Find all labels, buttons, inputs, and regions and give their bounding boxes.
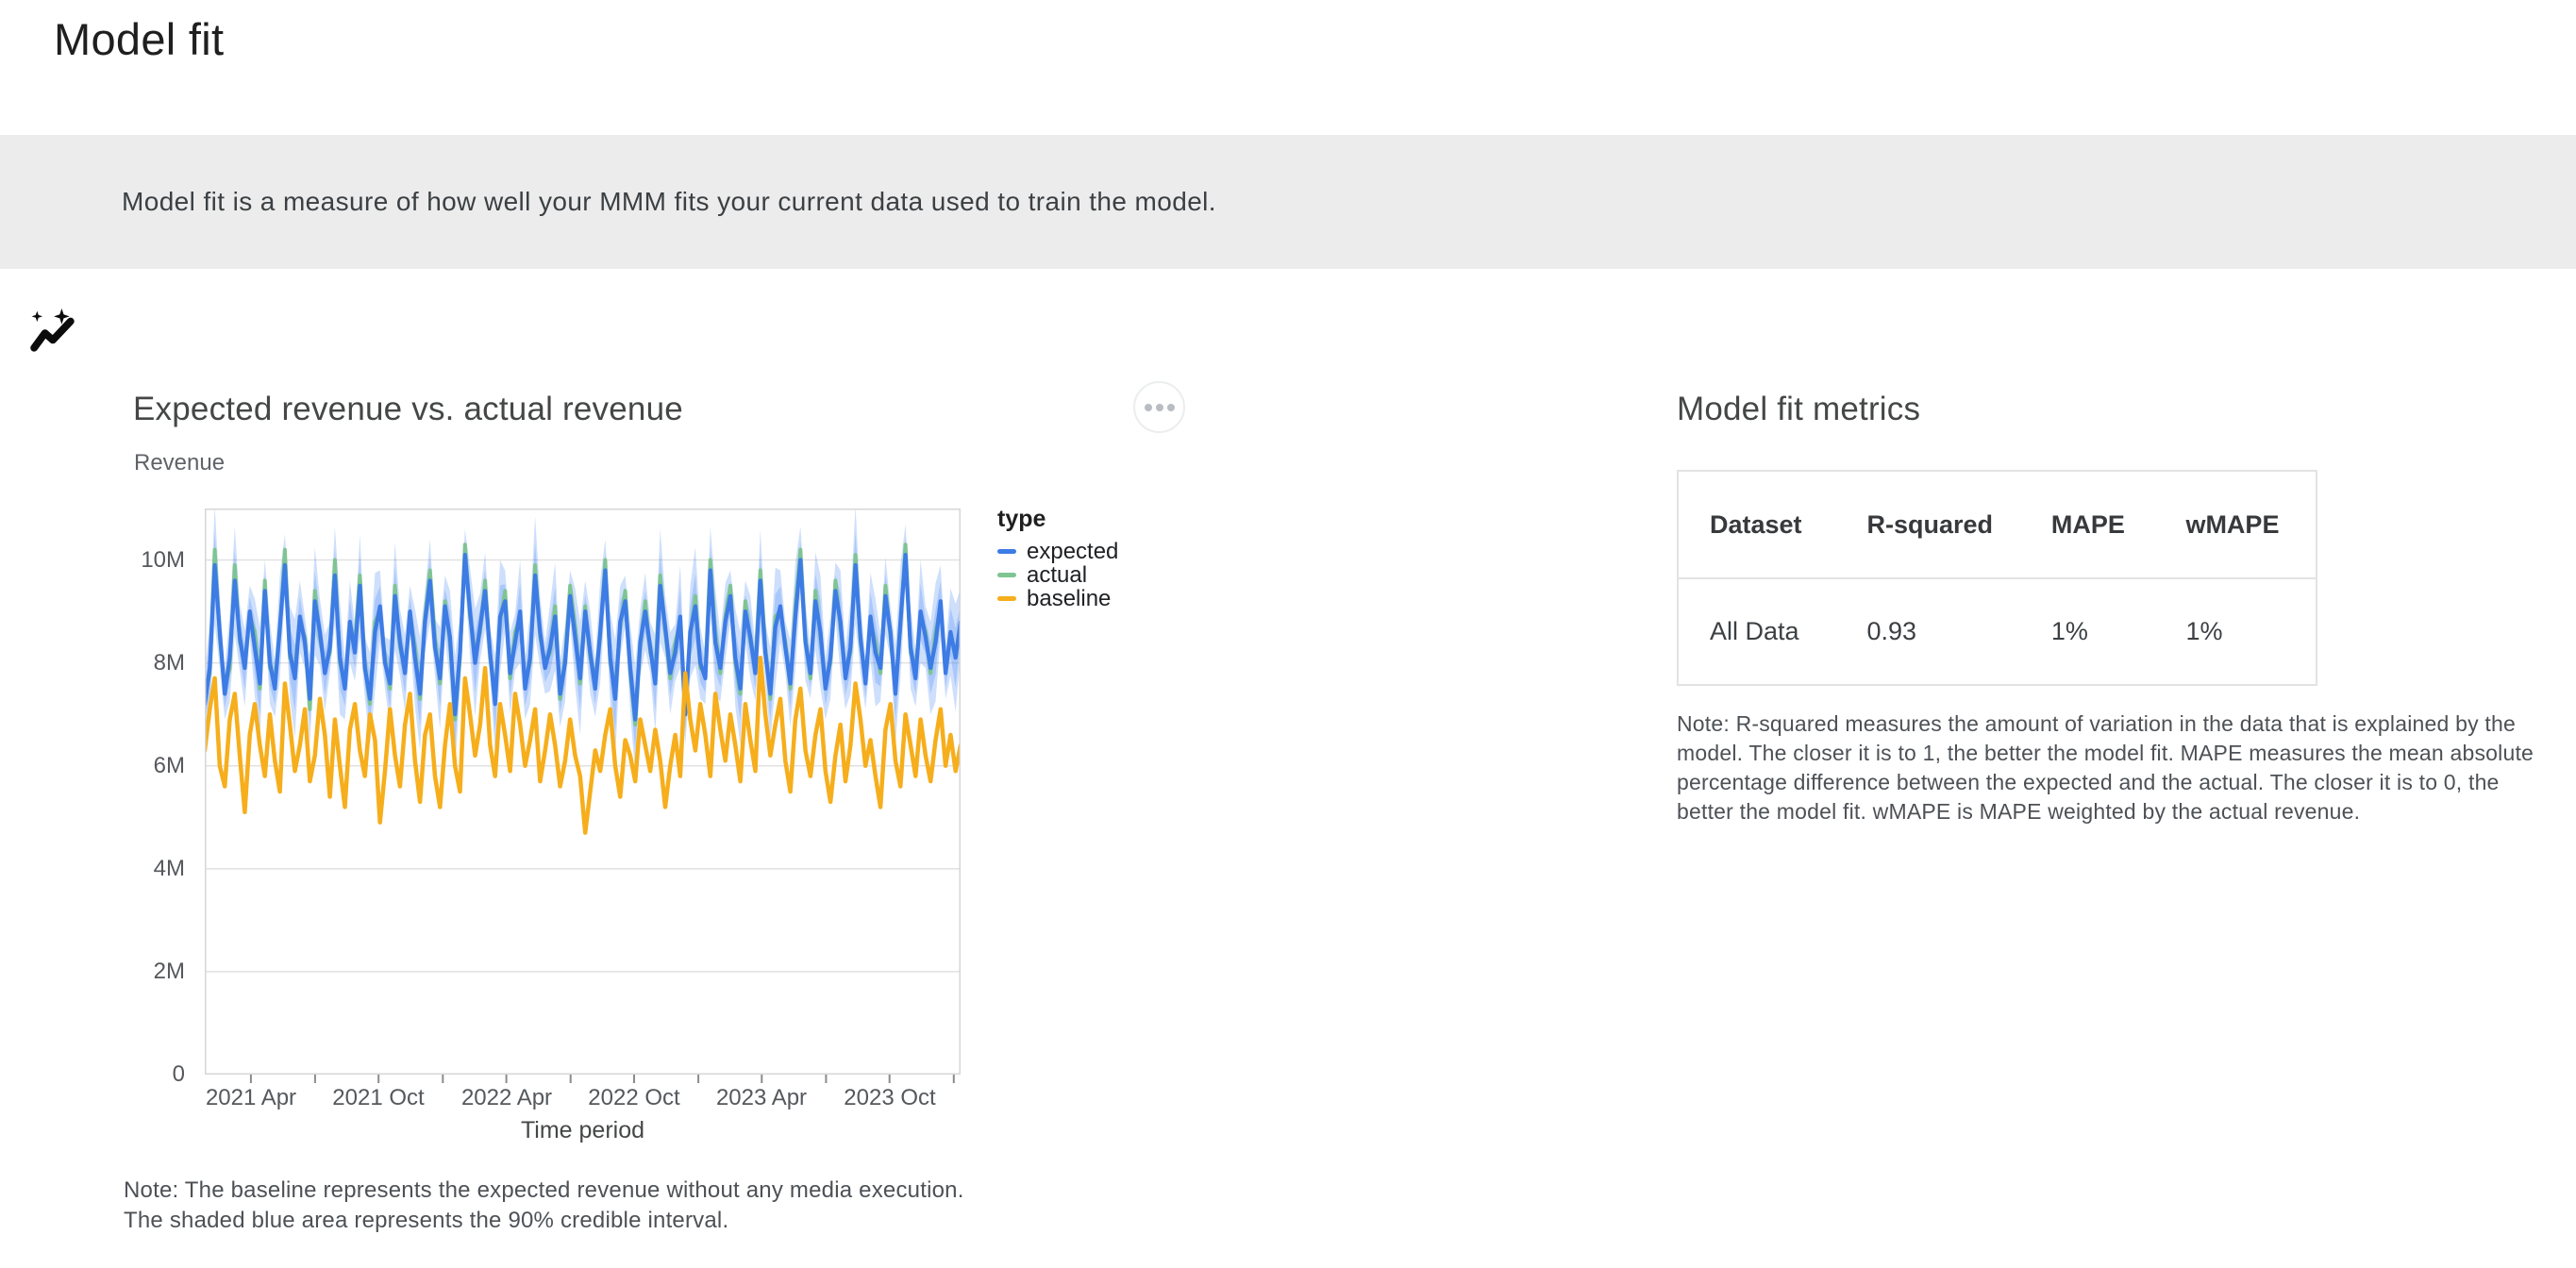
baseline-swatch-icon — [997, 596, 1016, 601]
cell-wmape: 1% — [2185, 617, 2223, 645]
info-banner: Model fit is a measure of how well your … — [0, 135, 2576, 352]
legend-item-baseline: baseline — [997, 585, 1118, 611]
y-tick-label: 8M — [153, 650, 185, 676]
page-title: Model fit — [54, 14, 225, 64]
x-tick-label: 2022 Oct — [588, 1085, 680, 1110]
banner-text: Model fit is a measure of how well your … — [122, 187, 1216, 216]
y-tick-label: 6M — [153, 753, 185, 778]
legend-title: type — [997, 506, 1046, 532]
plot-border — [205, 509, 961, 1075]
table-row: All Data 0.93 1% 1% — [1679, 579, 2316, 684]
chart-note-line2: The shaded blue area represents the 90% … — [124, 1208, 729, 1233]
y-tick-label: 4M — [153, 856, 185, 881]
chart-note: Note: The baseline represents the expect… — [124, 1176, 964, 1236]
x-tick-label: 2021 Oct — [332, 1085, 425, 1110]
col-header-wmape: wMAPE — [2185, 509, 2280, 539]
x-axis-title: Time period — [520, 1117, 645, 1143]
y-tick-label: 0 — [172, 1061, 185, 1087]
chart-note-line1: Note: The baseline represents the expect… — [124, 1177, 964, 1203]
col-header-rsquared: R-squared — [1866, 509, 1994, 539]
legend-item-actual: actual — [997, 561, 1118, 588]
y-tick-label: 2M — [153, 959, 185, 984]
legend-label: baseline — [1027, 585, 1112, 611]
expected-swatch-icon — [997, 549, 1016, 554]
table-header-row: Dataset R-squared MAPE wMAPE — [1679, 472, 2316, 579]
legend-item-expected: expected — [997, 538, 1119, 564]
legend-label: actual — [1027, 561, 1088, 588]
revenue-chart-plot — [205, 509, 961, 1086]
x-tick-label: 2021 Apr — [205, 1085, 297, 1110]
col-header-mape: MAPE — [2050, 509, 2125, 539]
y-axis-title: Revenue — [134, 450, 226, 476]
cell-dataset: All Data — [1710, 617, 1799, 645]
col-header-dataset: Dataset — [1710, 509, 1802, 539]
legend-label: expected — [1027, 538, 1119, 564]
expected-line — [205, 552, 961, 722]
x-tick-label: 2022 Apr — [460, 1085, 553, 1110]
plot-svg — [205, 509, 961, 1083]
y-tick-label: 10M — [141, 547, 185, 573]
cell-mape: 1% — [2050, 617, 2088, 645]
page-header: Model fit — [0, 0, 2576, 135]
metrics-note: Note: R-squared measures the amount of v… — [1677, 711, 2534, 824]
metrics-title: Model fit metrics — [1677, 391, 1921, 427]
ellipsis-icon — [1144, 403, 1175, 411]
actual-swatch-icon — [997, 573, 1016, 577]
model-fit-sparkline-icon — [29, 309, 76, 359]
y-axis-tick-labels: 0 2M 4M 6M 8M 10M — [91, 509, 185, 1087]
x-tick-label: 2023 Apr — [715, 1085, 808, 1110]
cell-rsquared: 0.93 — [1866, 617, 1917, 645]
chart-legend: type expected actual baseline — [997, 506, 1119, 611]
more-options-button[interactable] — [1133, 381, 1185, 433]
x-axis-tick-labels: 2021 Apr 2021 Oct 2022 Apr 2022 Oct 2023 Apr… — [205, 1085, 961, 1115]
x-tick-label: 2023 Oct — [844, 1085, 936, 1110]
chart-title: Expected revenue vs. actual revenue — [133, 391, 683, 427]
metrics-table: Dataset R-squared MAPE wMAPE All Data 0.… — [1677, 470, 2317, 686]
baseline-line — [205, 655, 961, 835]
